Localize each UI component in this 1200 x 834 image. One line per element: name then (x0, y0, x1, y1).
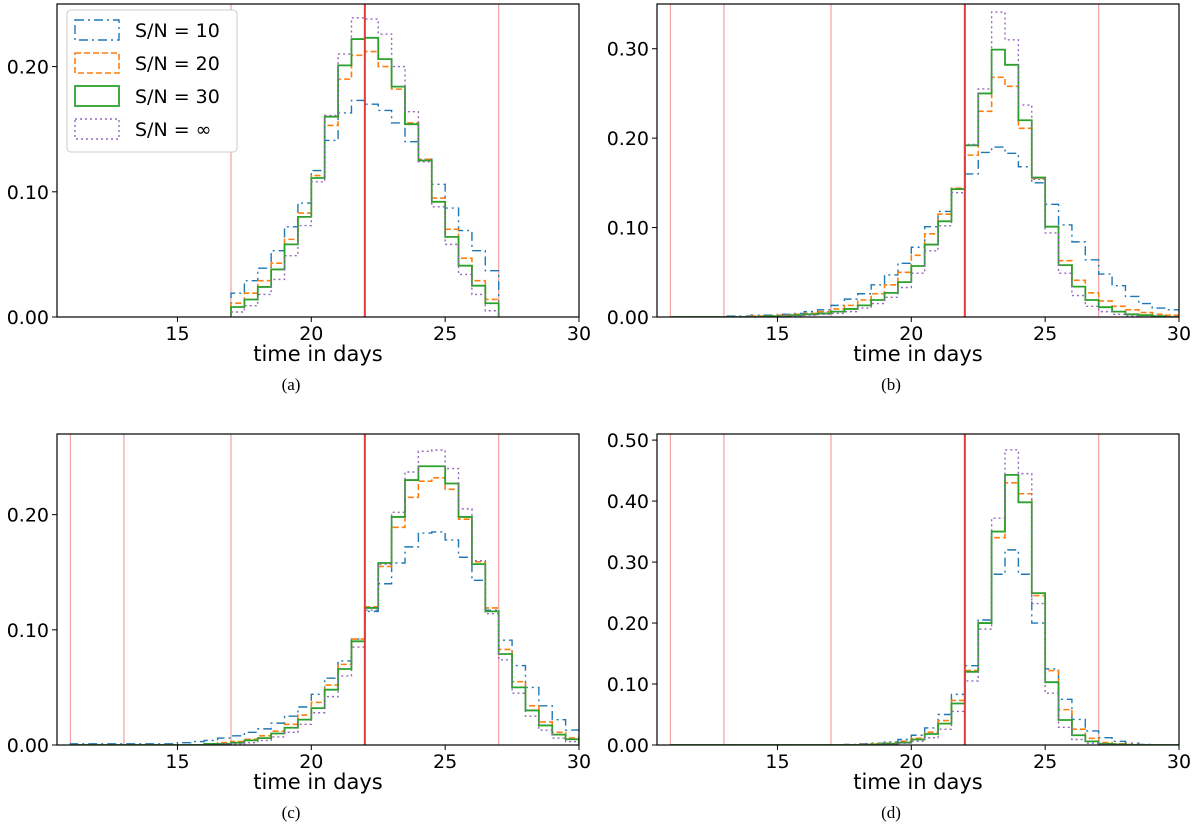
series-sn30-histogram (70, 465, 579, 745)
subplot-b: 15 20 25 30 0.00 0.10 0.20 0.30 time in days (b) (607, 3, 1191, 394)
plot-area (69, 434, 579, 745)
legend-label-sn10: S/N = 10 (135, 20, 220, 42)
series-sn10-histogram (69, 531, 579, 745)
subplot-d: 15 20 25 30 0.00 0.10 0.20 0.30 0.40 0.50 time in … (607, 430, 1191, 822)
y-tick-label: 0.10 (7, 620, 49, 642)
subplot-caption: (a) (282, 375, 301, 394)
x-tick-label: 20 (899, 323, 923, 345)
y-tick-label: 0.00 (607, 307, 649, 329)
y-tick-label: 0.10 (7, 182, 49, 204)
legend-swatch-sn10 (74, 19, 120, 41)
series-sninf-histogram (670, 449, 1179, 745)
plot-area (230, 4, 500, 317)
series-sninf-histogram (670, 11, 1179, 317)
x-axis-label: time in days (853, 342, 983, 366)
x-tick-label: 15 (765, 751, 789, 773)
series-sn20-histogram (670, 76, 1179, 317)
y-tick-label: 0.30 (607, 39, 649, 61)
x-tick-label: 25 (433, 323, 457, 345)
legend-box (66, 9, 238, 153)
subplot-a: 15 20 25 30 0.00 0.10 0.20 time in days (a) S/N =… (7, 3, 591, 394)
y-tick-label: 0.00 (7, 307, 49, 329)
x-tick-label: 30 (567, 751, 591, 773)
y-tick-label: 0.50 (607, 430, 649, 452)
x-axis-label: time in days (253, 342, 383, 366)
y-tick-label: 0.10 (607, 218, 649, 240)
x-tick-label: 25 (1033, 751, 1057, 773)
y-tick-label: 0.40 (607, 491, 649, 513)
series-sn10-histogram (670, 146, 1179, 317)
legend-swatch-sn20 (74, 52, 120, 74)
x-axis-label: time in days (253, 770, 383, 794)
y-tick-label: 0.20 (607, 128, 649, 150)
x-tick-label: 15 (165, 323, 189, 345)
axes-frame (56, 433, 580, 746)
legend-label-sn30: S/N = 30 (135, 86, 220, 108)
x-tick-label: 20 (899, 751, 923, 773)
x-tick-label: 20 (299, 751, 323, 773)
x-tick-label: 30 (1167, 323, 1191, 345)
x-tick-label: 15 (165, 751, 189, 773)
x-axis-label: time in days (853, 770, 983, 794)
y-tick-label: 0.10 (607, 674, 649, 696)
x-tick-label: 30 (567, 323, 591, 345)
series-sninf-histogram (230, 17, 500, 317)
plot-area (669, 4, 1179, 317)
legend-swatch-sn30 (74, 85, 120, 107)
x-tick-label: 15 (765, 323, 789, 345)
subplot-caption: (b) (881, 375, 901, 394)
series-sn20-histogram (70, 476, 579, 745)
legend-swatch-sninf (74, 118, 120, 140)
x-tick-label: 25 (1033, 323, 1057, 345)
legend-label-sninf: S/N = ∞ (135, 119, 212, 141)
y-tick-label: 0.30 (607, 552, 649, 574)
x-tick-label: 20 (299, 323, 323, 345)
series-sn30-histogram (670, 48, 1179, 317)
axes-frame (656, 3, 1180, 318)
y-tick-label: 0.20 (7, 57, 49, 79)
series-sn10-histogram (230, 99, 500, 317)
axes-frame (56, 3, 580, 318)
legend-label-sn20: S/N = 20 (135, 53, 220, 75)
y-tick-label: 0.00 (607, 735, 649, 757)
plot-area (669, 434, 1179, 745)
y-tick-label: 0.20 (607, 613, 649, 635)
subplot-caption: (d) (881, 803, 901, 822)
axes-frame (656, 433, 1180, 746)
y-tick-label: 0.00 (7, 735, 49, 757)
x-tick-label: 25 (433, 751, 457, 773)
series-sn10-histogram (670, 549, 1179, 745)
y-tick-label: 0.20 (7, 505, 49, 527)
subplot-caption: (c) (282, 803, 301, 822)
legend: S/N = 10 S/N = 20 S/N = 30 S/N = ∞ (66, 9, 238, 153)
series-sn20-histogram (670, 481, 1179, 745)
subplot-c: 15 20 25 30 0.00 0.10 0.20 time in days (c) (7, 433, 591, 822)
series-sninf-histogram (70, 449, 579, 745)
series-sn30-histogram (670, 473, 1179, 745)
x-tick-label: 30 (1167, 751, 1191, 773)
